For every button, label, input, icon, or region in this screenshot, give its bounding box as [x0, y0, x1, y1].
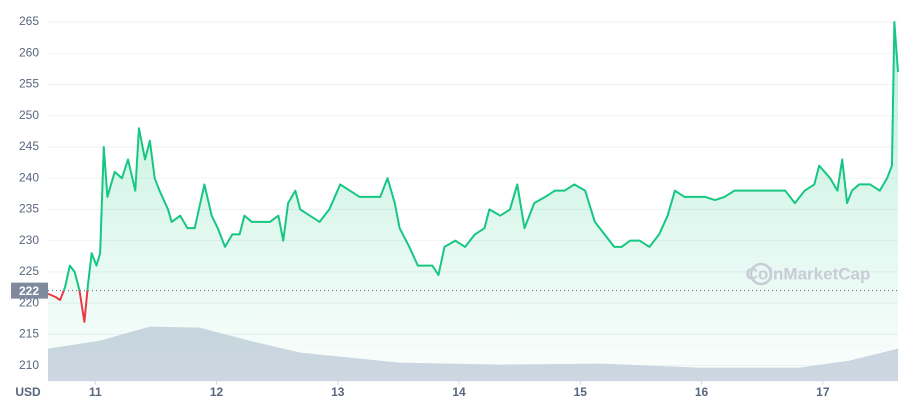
y-tick-label: 210 — [19, 358, 39, 372]
y-tick-label: 255 — [19, 77, 39, 91]
y-tick-label: 265 — [19, 14, 39, 28]
y-tick-label: 240 — [19, 170, 39, 184]
baseline-label-bg — [11, 282, 48, 299]
x-tick-label: 15 — [574, 385, 588, 399]
area-layer — [48, 21, 898, 381]
baseline-label: 222 — [19, 284, 39, 298]
price-line — [47, 20, 899, 323]
y-tick-label: 215 — [19, 327, 39, 341]
x-tick-label: 14 — [452, 385, 466, 399]
y-tick-label: 225 — [19, 264, 39, 278]
y-tick-label: 230 — [19, 233, 39, 247]
y-tick-label: 235 — [19, 202, 39, 216]
x-tick-label: 12 — [210, 385, 224, 399]
y-tick-label: 260 — [19, 45, 39, 59]
x-tick-label: 16 — [695, 385, 709, 399]
y-tick-label: 250 — [19, 108, 39, 122]
x-tick-label: 11 — [89, 385, 102, 399]
watermark-logo — [749, 262, 773, 286]
watermark: CoinMarketCap — [746, 264, 871, 283]
y-tick-label: 245 — [19, 139, 39, 153]
unit-label: USD — [15, 385, 41, 399]
price-area — [48, 21, 898, 381]
x-tick-label: 17 — [816, 385, 830, 399]
line-layer: 222 — [11, 20, 899, 323]
x-tick-label: 13 — [331, 385, 345, 399]
y-tick-label: 220 — [19, 295, 39, 309]
